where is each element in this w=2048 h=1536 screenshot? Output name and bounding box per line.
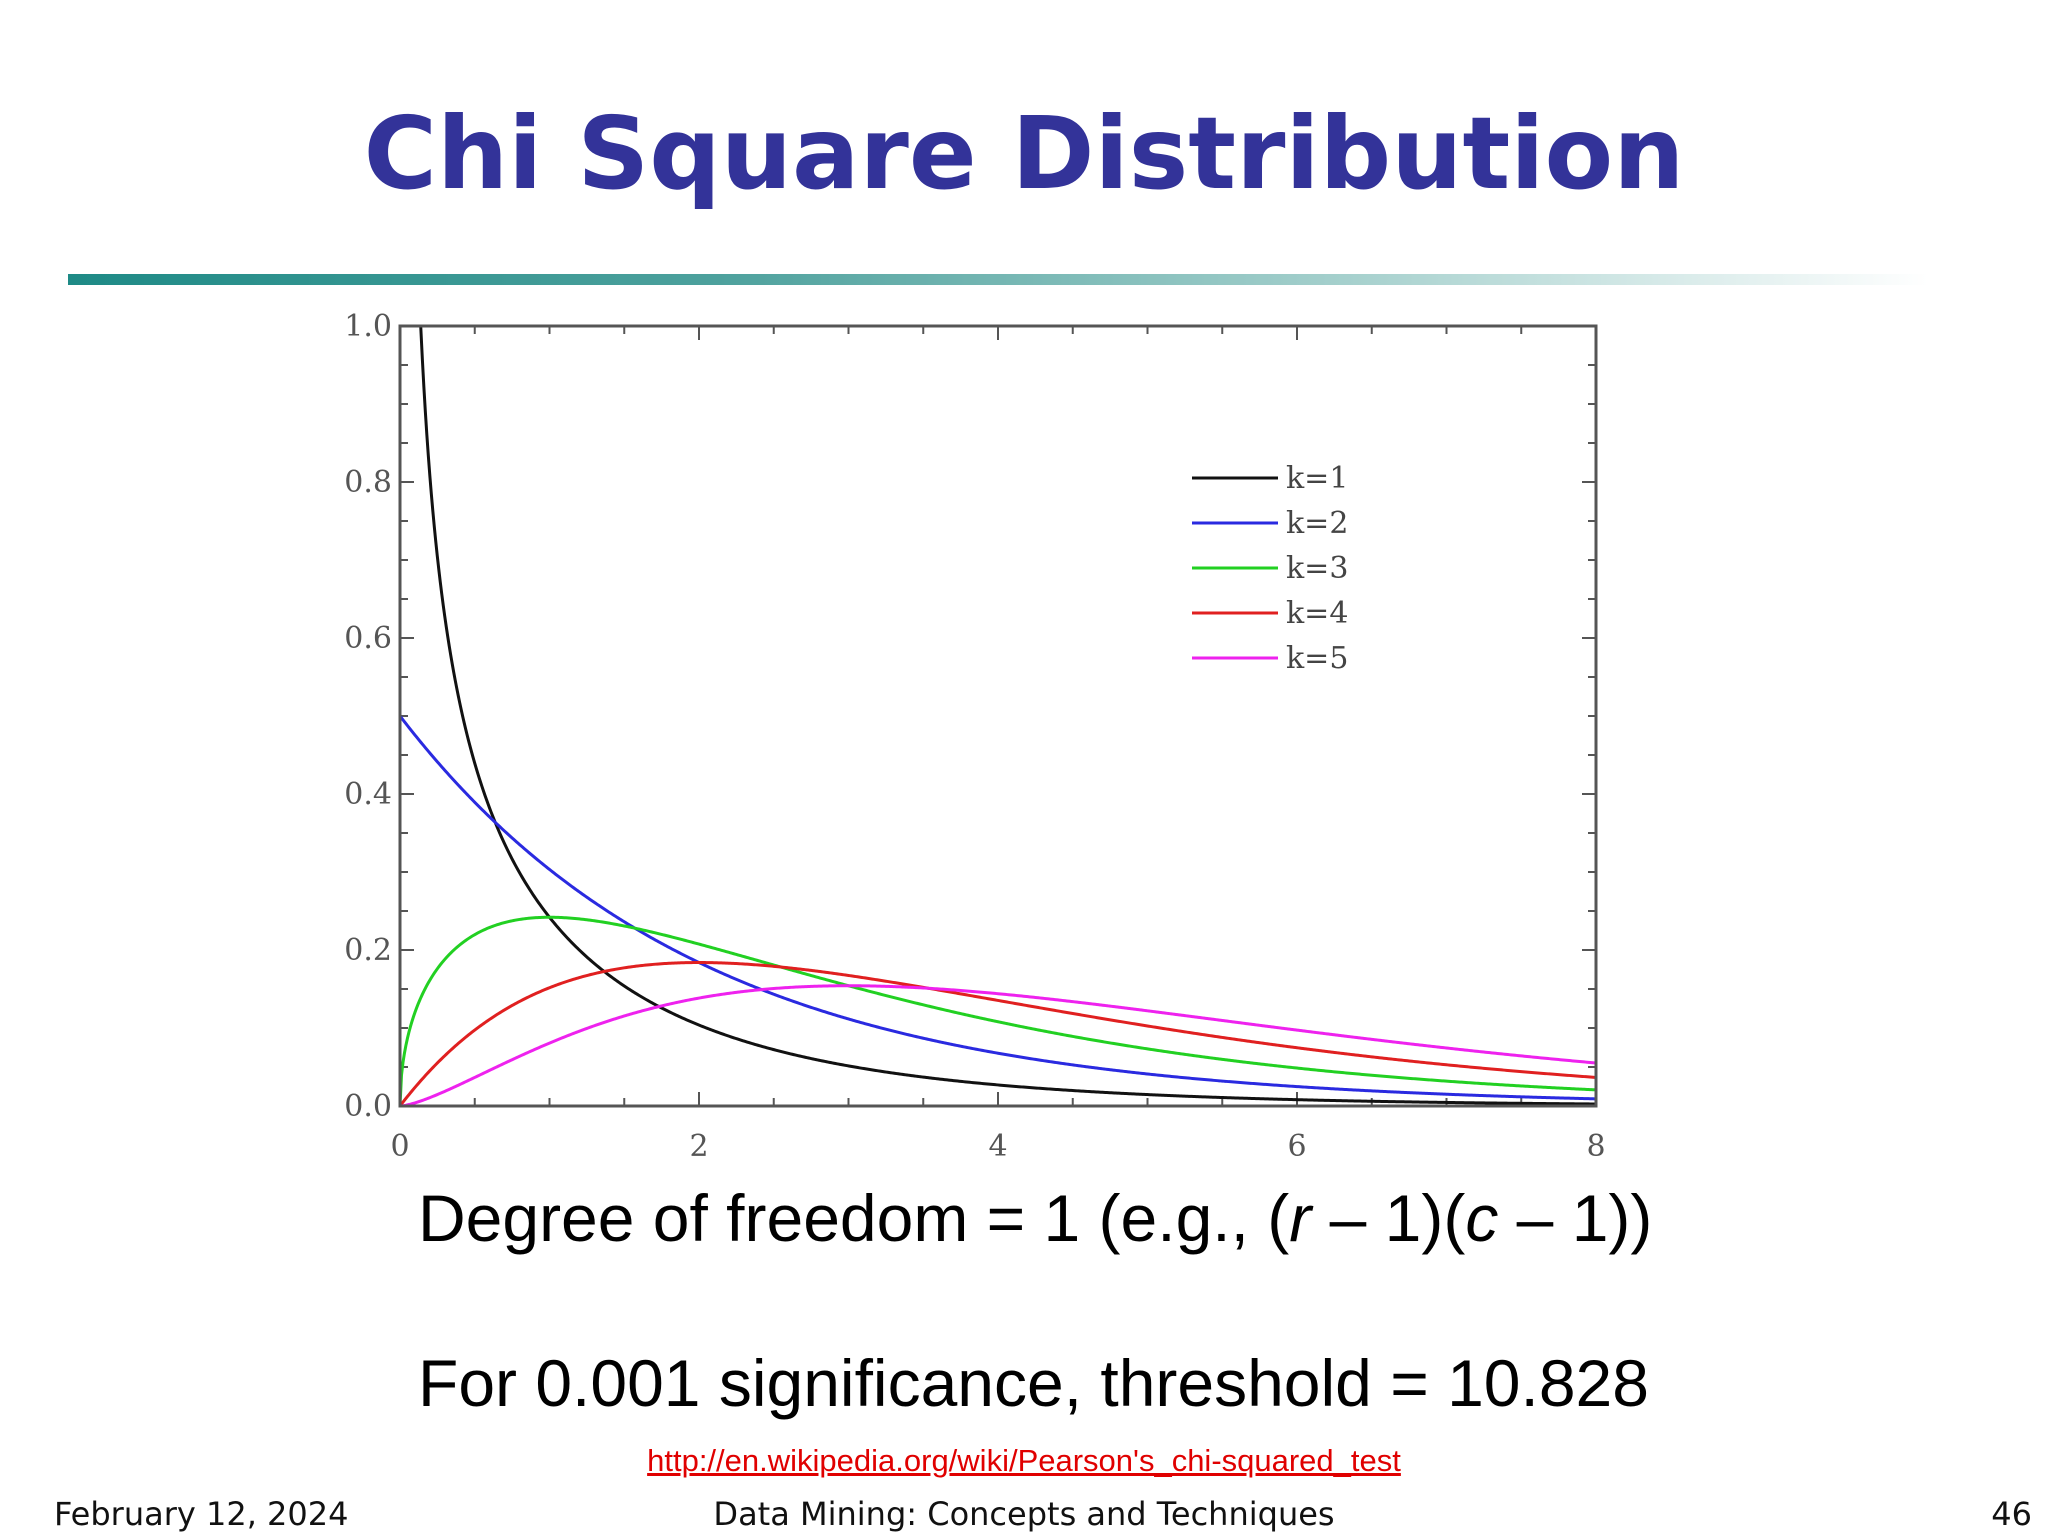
y-tick-label: 1.0 bbox=[344, 309, 392, 344]
x-tick-label: 0 bbox=[390, 1129, 409, 1164]
y-tick-label: 0.4 bbox=[344, 777, 392, 812]
x-tick-label: 2 bbox=[689, 1129, 708, 1164]
plot-frame bbox=[398, 324, 1598, 1108]
legend-label-k=3: k=3 bbox=[1286, 551, 1348, 586]
source-link[interactable]: http://en.wikipedia.org/wiki/Pearson's_c… bbox=[647, 1443, 1401, 1478]
x-tick-label: 8 bbox=[1586, 1129, 1605, 1164]
curve-k=1 bbox=[419, 326, 1596, 1106]
chi-square-chart: 0 2 4 6 8 0.0 0.2 0.4 0.6 0.8 1.0 k=1 k=2 k=3 k=4 k=5 bbox=[344, 309, 1605, 1164]
y-tick-label: 0.8 bbox=[344, 465, 392, 500]
x-tick-label: 4 bbox=[988, 1129, 1007, 1164]
title-divider bbox=[68, 274, 1928, 285]
footer-course-title: Data Mining: Concepts and Techniques bbox=[713, 1495, 1335, 1533]
curve-k=3 bbox=[400, 915, 1596, 1106]
axis-ticks bbox=[399, 325, 1597, 1107]
curve-k=5 bbox=[400, 984, 1596, 1106]
legend: k=1 k=2 k=3 k=4 k=5 bbox=[1192, 461, 1348, 676]
tick-labels: 0 2 4 6 8 0.0 0.2 0.4 0.6 0.8 1.0 bbox=[344, 309, 1605, 1164]
series-curves bbox=[400, 326, 1596, 1106]
degree-of-freedom-text: Degree of freedom = 1 (e.g., (r – 1)(c –… bbox=[418, 1180, 1652, 1256]
dof-r: r bbox=[1289, 1181, 1312, 1255]
legend-label-k=4: k=4 bbox=[1286, 596, 1348, 631]
footer-date: February 12, 2024 bbox=[54, 1495, 349, 1533]
dof-suffix: – 1)) bbox=[1498, 1181, 1653, 1255]
threshold-text: For 0.001 significance, threshold = 10.8… bbox=[418, 1346, 1649, 1420]
curve-k=2 bbox=[400, 715, 1596, 1101]
y-tick-label: 0.0 bbox=[344, 1089, 392, 1124]
y-tick-label: 0.6 bbox=[344, 621, 392, 656]
legend-label-k=2: k=2 bbox=[1286, 506, 1348, 541]
legend-label-k=5: k=5 bbox=[1286, 641, 1348, 676]
dof-mid: – 1)( bbox=[1311, 1181, 1466, 1255]
slide-title: Chi Square Distribution bbox=[363, 95, 1685, 212]
legend-label-k=1: k=1 bbox=[1286, 461, 1348, 496]
dof-prefix: Degree of freedom = 1 (e.g., ( bbox=[418, 1181, 1290, 1255]
x-tick-label: 6 bbox=[1287, 1129, 1306, 1164]
y-tick-label: 0.2 bbox=[344, 933, 392, 968]
dof-c: c bbox=[1465, 1181, 1499, 1255]
footer-page-number: 46 bbox=[1991, 1495, 2032, 1533]
curve-k=4 bbox=[400, 961, 1596, 1106]
